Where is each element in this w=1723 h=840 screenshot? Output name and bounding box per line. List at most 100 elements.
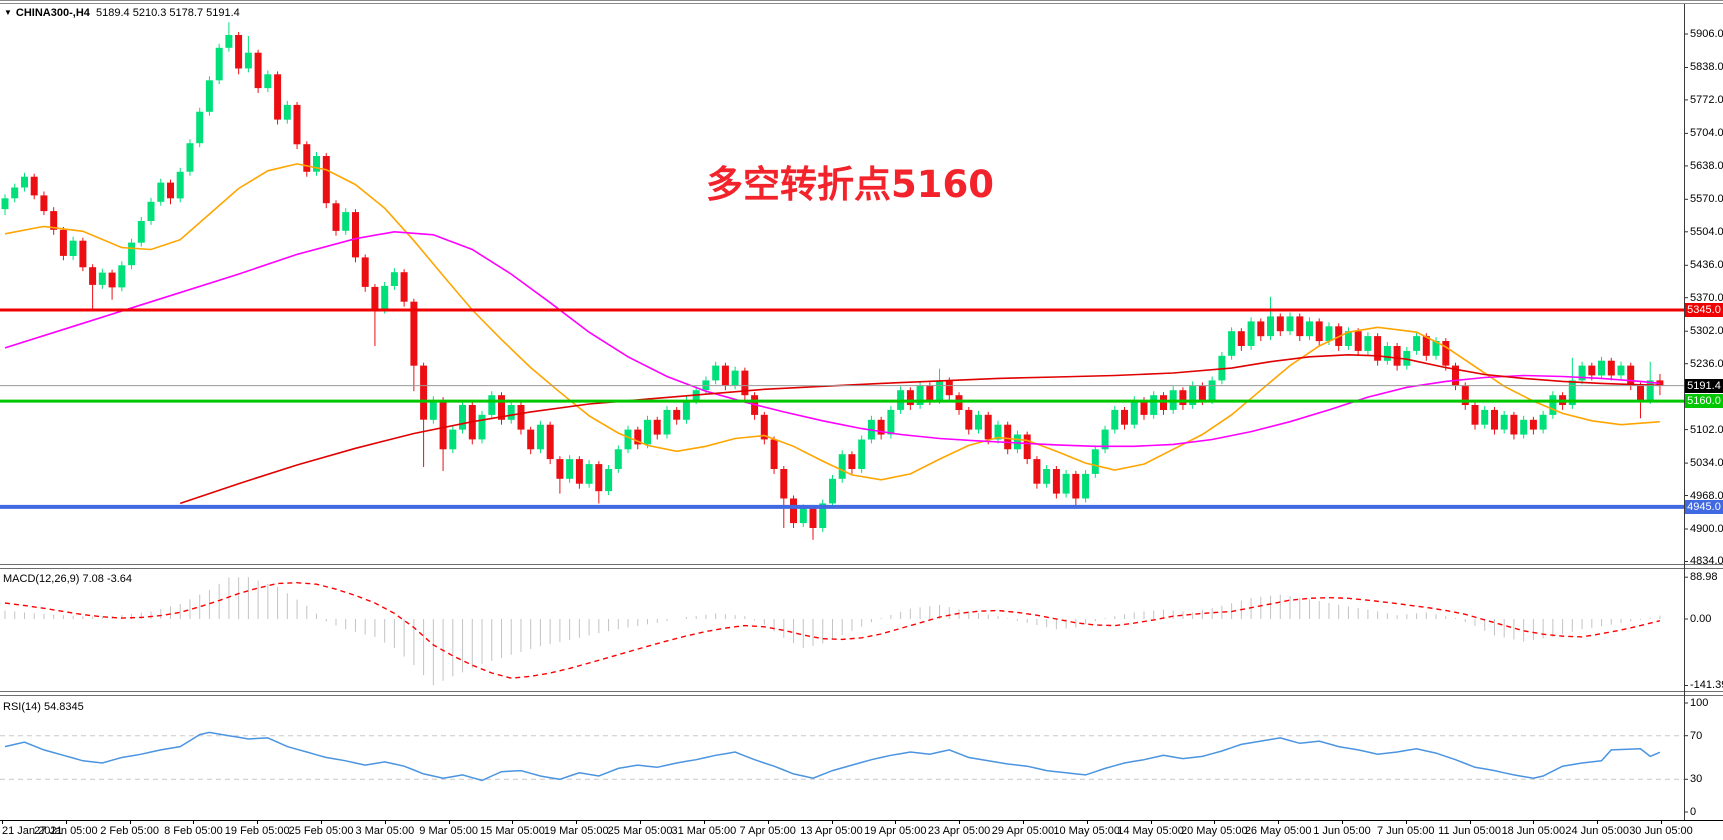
- macd-value: 7.08: [82, 573, 104, 585]
- price-axis-label: 4968.0: [1690, 490, 1723, 502]
- panel-separator-macd[interactable]: [0, 564, 1723, 569]
- time-axis-label: 29 Apr 05:00: [991, 825, 1055, 837]
- time-tick: [1278, 820, 1279, 824]
- time-axis-label: 7 Apr 05:00: [739, 825, 796, 837]
- symbol-dropdown-icon[interactable]: ▼: [4, 8, 12, 17]
- time-axis-label: 30 Jun 05:00: [1629, 825, 1693, 837]
- price-axis-label: 4900.0: [1690, 523, 1723, 535]
- time-axis-label: 10 May 05:00: [1053, 825, 1121, 837]
- price-axis-label: 4834.0: [1690, 555, 1723, 567]
- time-tick: [576, 820, 577, 824]
- time-tick: [1661, 820, 1662, 824]
- time-tick: [704, 820, 705, 824]
- time-tick: [768, 820, 769, 824]
- time-axis-line[interactable]: [0, 820, 1723, 821]
- time-tick: [193, 820, 194, 824]
- price-axis-label: 5236.0: [1690, 358, 1723, 370]
- time-axis-label: 21 Jan 2021: [2, 825, 63, 837]
- time-axis-label: 25 Feb 05:00: [288, 825, 354, 837]
- ma-slow-red: [179, 353, 1660, 505]
- time-axis-label: 9 Mar 05:00: [419, 825, 478, 837]
- time-tick: [385, 820, 386, 824]
- time-tick: [449, 820, 450, 824]
- time-tick: [640, 820, 641, 824]
- panel-separator-rsi[interactable]: [0, 691, 1723, 696]
- time-axis-label: 24 Jun 05:00: [1565, 825, 1629, 837]
- time-tick: [66, 820, 67, 824]
- macd-axis-label: 88.98: [1690, 571, 1718, 583]
- time-tick: [1533, 820, 1534, 824]
- time-tick: [512, 820, 513, 824]
- macd-axis-label: -141.39: [1690, 679, 1723, 691]
- top-border: [0, 0, 1723, 4]
- time-axis-label: 2 Feb 05:00: [100, 825, 159, 837]
- price-axis-label: 5102.0: [1690, 424, 1723, 436]
- time-tick: [1597, 820, 1598, 824]
- time-axis-label: 25 Mar 05:00: [607, 825, 673, 837]
- ma-fast-orange: [4, 163, 1660, 481]
- price-axis-label: 5504.0: [1690, 226, 1723, 238]
- rsi-indicator-label: RSI(14) 54.8345: [3, 700, 84, 714]
- time-tick: [1406, 820, 1407, 824]
- time-tick: [1214, 820, 1215, 824]
- macd-signal-line: [4, 581, 1661, 679]
- time-tick: [2, 820, 3, 824]
- time-tick: [1087, 820, 1088, 824]
- price-badge-support: 4945.0: [1685, 500, 1723, 514]
- time-axis-label: 15 Mar 05:00: [480, 825, 545, 837]
- price-axis-label: 5370.0: [1690, 292, 1723, 304]
- rsi-name: RSI(14): [3, 701, 41, 713]
- time-axis-label: 19 Mar 05:00: [543, 825, 609, 837]
- macd-axis-label: 0.00: [1690, 613, 1712, 625]
- symbol-name: CHINA300-,H4: [15, 7, 90, 19]
- time-tick: [832, 820, 833, 824]
- rsi-axis-label: 0: [1690, 806, 1697, 818]
- time-axis-label: 19 Feb 05:00: [224, 825, 290, 837]
- time-axis-label: 8 Feb 05:00: [164, 825, 223, 837]
- time-tick: [321, 820, 322, 824]
- rsi-line: [4, 731, 1661, 782]
- price-axis-label: 5034.0: [1690, 457, 1723, 469]
- price-badge-pivot: 5160.0: [1685, 394, 1723, 408]
- price-axis-label: 5704.0: [1690, 127, 1723, 139]
- time-tick: [1151, 820, 1152, 824]
- candlestick-series[interactable]: [1, 22, 1664, 540]
- price-axis-label: 5302.0: [1690, 325, 1723, 337]
- time-axis-label: 11 Jun 05:00: [1438, 825, 1501, 837]
- time-tick: [895, 820, 896, 824]
- time-axis-label: 13 Apr 05:00: [800, 825, 863, 837]
- time-tick: [257, 820, 258, 824]
- time-axis-label: 27 Jan 05:00: [33, 825, 98, 837]
- price-badge-resistance: 5345.0: [1685, 303, 1723, 317]
- symbol-ohlc-values: 5189.4 5210.3 5178.7 5191.4: [96, 7, 240, 19]
- rsi-axis-label: 70: [1690, 730, 1703, 742]
- chart-annotation-text[interactable]: 多空转折点5160: [706, 163, 994, 206]
- time-tick: [1342, 820, 1343, 824]
- macd-signal-value: -3.64: [106, 573, 133, 585]
- time-tick: [959, 820, 960, 824]
- price-axis-label: 5772.0: [1690, 94, 1723, 106]
- time-axis-label: 14 May 05:00: [1117, 825, 1184, 837]
- time-tick: [130, 820, 131, 824]
- ma-mid-magenta: [4, 230, 1660, 448]
- price-axis-border: [1684, 4, 1685, 820]
- price-axis-label: 5570.0: [1690, 193, 1723, 205]
- time-axis-label: 18 Jun 05:00: [1501, 825, 1566, 837]
- time-tick: [1470, 820, 1471, 824]
- price-axis-label: 5638.0: [1690, 160, 1723, 172]
- time-axis-label: 20 May 05:00: [1181, 825, 1248, 837]
- time-axis-label: 19 Apr 05:00: [864, 825, 927, 837]
- macd-histogram: [4, 577, 1661, 686]
- time-axis-label: 31 Mar 05:00: [671, 825, 737, 837]
- time-axis-label: 1 Jun 05:00: [1313, 825, 1371, 837]
- time-axis-label: 7 Jun 05:00: [1377, 825, 1435, 837]
- price-axis-label: 5906.0: [1690, 28, 1723, 40]
- symbol-label: ▼ CHINA300-,H4 5189.4 5210.3 5178.7 5191.…: [4, 7, 240, 19]
- last-price-badge: 5191.4: [1685, 379, 1723, 393]
- time-axis-label: 3 Mar 05:00: [355, 825, 415, 837]
- rsi-axis-label: 100: [1690, 697, 1709, 709]
- rsi-axis-label: 30: [1690, 773, 1703, 785]
- time-axis-label: 26 May 05:00: [1244, 825, 1312, 837]
